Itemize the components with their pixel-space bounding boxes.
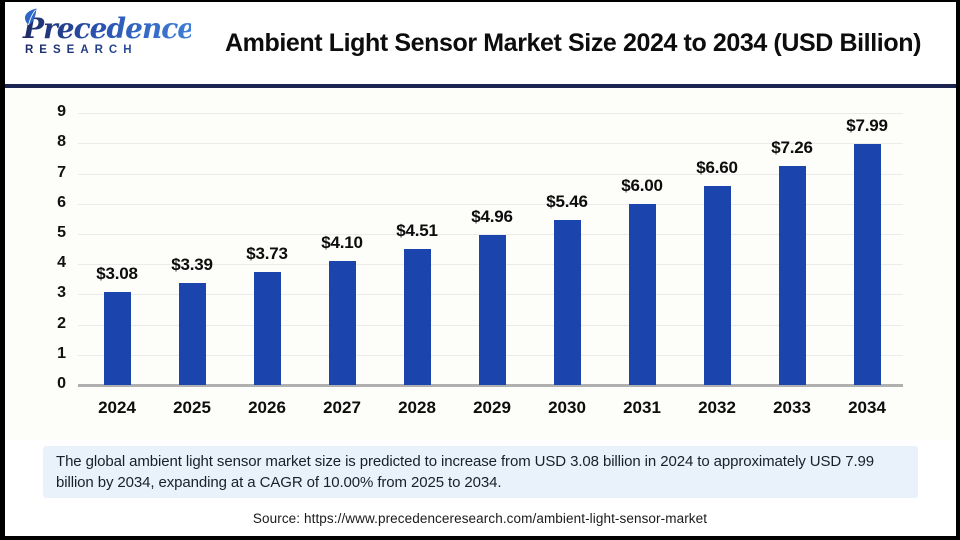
x-tick-label: 2025 xyxy=(173,398,211,417)
bar-value-label: $7.26 xyxy=(771,138,813,157)
bar-value-label: $6.00 xyxy=(621,176,663,195)
bar-value-label: $4.10 xyxy=(321,233,363,252)
bar xyxy=(778,166,806,385)
y-tick-label: 5 xyxy=(57,224,66,241)
bar xyxy=(403,249,431,385)
bar-value-label: $3.73 xyxy=(246,244,288,263)
bar xyxy=(553,220,581,385)
y-tick-label: 2 xyxy=(57,314,66,332)
bar xyxy=(478,235,506,385)
x-tick-label: 2029 xyxy=(473,398,511,417)
brand-subtitle: RESEARCH xyxy=(21,44,191,56)
bar xyxy=(103,292,131,385)
gridline xyxy=(78,203,903,205)
x-tick-label: 2034 xyxy=(848,398,886,417)
bar-value-label: $4.96 xyxy=(471,207,513,226)
y-tick-label: 1 xyxy=(57,344,66,362)
x-tick-label: 2032 xyxy=(698,398,736,417)
summary-note-text: The global ambient light sensor market s… xyxy=(56,453,875,491)
y-tick-label: 0 xyxy=(57,375,66,392)
bar-value-label: $5.46 xyxy=(546,192,588,211)
gridline xyxy=(78,234,903,235)
y-tick-label: 3 xyxy=(57,284,66,302)
y-tick-label: 7 xyxy=(57,163,66,181)
x-tick-label: 2028 xyxy=(398,398,436,417)
y-tick-label: 6 xyxy=(57,193,66,211)
border-top xyxy=(0,0,960,2)
bar-value-label: $3.39 xyxy=(171,255,213,274)
bar xyxy=(328,261,356,385)
bar xyxy=(703,186,731,385)
gridline xyxy=(78,113,903,115)
title-container: Ambient Light Sensor Market Size 2024 to… xyxy=(190,2,956,84)
bar-value-label: $7.99 xyxy=(846,116,888,135)
bar xyxy=(253,272,281,385)
y-tick-label: 9 xyxy=(57,103,66,121)
bar-chart: 0 1 2 3 4 5 6 7 8 9 $3.08 2024 $3.39 2025 $3.73 2026 $4.… xyxy=(5,88,956,440)
source-line: Source: https://www.precedenceresearch.c… xyxy=(252,511,708,526)
bar-value-label: $4.51 xyxy=(396,221,438,240)
x-tick-label: 2030 xyxy=(548,398,586,417)
x-axis-line xyxy=(78,384,903,387)
y-tick-label: 4 xyxy=(57,254,66,272)
border-right xyxy=(956,0,960,540)
header: Precedence RESEARCH Ambient Light Sensor… xyxy=(5,2,956,84)
bar xyxy=(628,204,656,385)
brand-logo: Precedence RESEARCH xyxy=(21,8,195,56)
bar xyxy=(178,283,206,385)
x-tick-label: 2027 xyxy=(323,398,361,417)
chart-title: Ambient Light Sensor Market Size 2024 to… xyxy=(224,28,921,57)
x-tick-label: 2026 xyxy=(248,398,286,417)
x-tick-label: 2024 xyxy=(98,398,136,417)
bar-value-label: $6.60 xyxy=(696,158,738,177)
leaf-icon xyxy=(24,8,37,26)
summary-note: The global ambient light sensor market s… xyxy=(43,446,918,498)
x-tick-label: 2031 xyxy=(623,398,661,417)
x-tick-label: 2033 xyxy=(773,398,811,417)
border-left xyxy=(0,0,5,540)
y-tick-label: 8 xyxy=(57,133,66,151)
brand-wordmark: Precedence xyxy=(23,12,195,45)
bar-value-label: $3.08 xyxy=(96,264,138,283)
bar xyxy=(853,144,881,385)
border-bottom xyxy=(0,536,960,540)
header-divider xyxy=(0,84,960,88)
gridline xyxy=(78,143,903,145)
gridline xyxy=(78,173,903,175)
